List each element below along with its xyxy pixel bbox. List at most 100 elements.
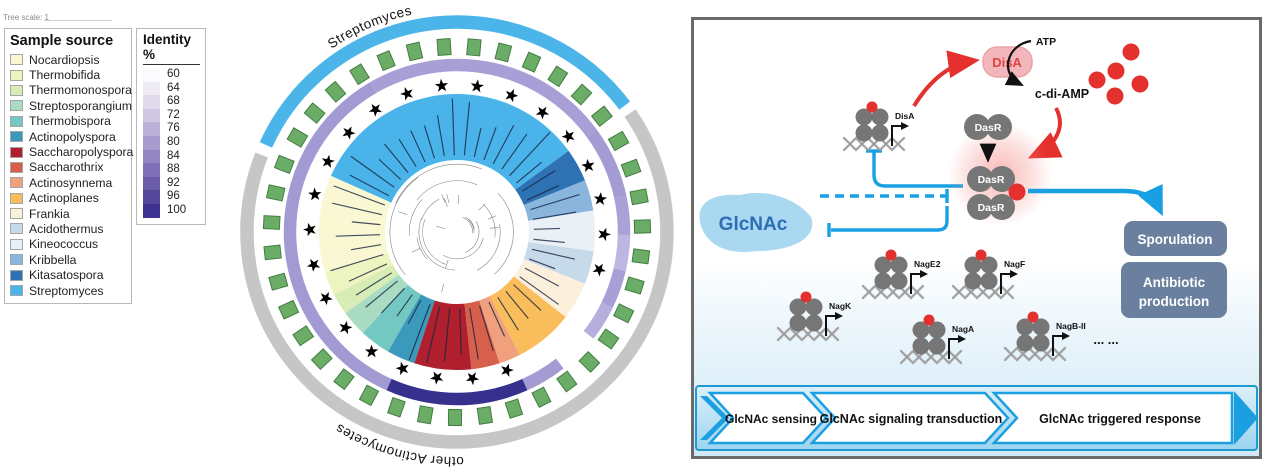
- dendrogram-arc: [409, 199, 423, 236]
- promoter-arrow: [825, 315, 835, 336]
- identity-step-swatch: [143, 135, 160, 150]
- leaf-label-stroke: [332, 202, 383, 216]
- repressor-subunit: [855, 124, 873, 142]
- banner-step1-chevron: [707, 391, 828, 445]
- legend-item: Thermomonospora: [10, 83, 132, 98]
- green-square-marker: [597, 328, 620, 350]
- process-banner: GlcNAc sensing GlcNAc signaling transduc…: [695, 385, 1258, 451]
- legend-label: Thermobifida: [29, 68, 101, 83]
- repressor-subunit: [964, 272, 982, 290]
- effector-dot: [800, 291, 812, 303]
- promoter-arrow: [1000, 273, 1010, 294]
- repressor-subunit: [855, 108, 873, 126]
- green-square-marker: [504, 398, 524, 419]
- dendrogram-arc: [443, 237, 484, 260]
- sporulation-label: Sporulation: [1138, 232, 1213, 247]
- leaf-label-stroke: [355, 272, 393, 296]
- legend-label: Kineococcus: [29, 237, 99, 252]
- legend-label: Saccharothrix: [29, 160, 104, 175]
- identity-step-swatch: [143, 203, 160, 218]
- leaf-label-stroke: [509, 132, 551, 177]
- star-marker: [466, 372, 480, 386]
- green-square-marker: [265, 184, 286, 202]
- sector-streptomyces: [330, 94, 569, 203]
- dendrogram-arc: [494, 192, 514, 275]
- dasr-subunit: [964, 114, 990, 140]
- leaf-label-stroke: [463, 101, 471, 156]
- c-di-amp-molecule: [1122, 43, 1140, 61]
- sector-actinoplanes: [489, 276, 566, 355]
- leaf-label-stroke: [351, 221, 381, 226]
- legend-swatch: [10, 269, 23, 281]
- star-marker: [535, 106, 550, 120]
- inhibition-line-dasr-to-disa: [872, 152, 963, 188]
- leaf-label-stroke: [533, 238, 565, 243]
- legend-swatch: [10, 84, 23, 96]
- leaf-label-stroke: [423, 125, 436, 159]
- sector-thermobifida: [325, 253, 393, 295]
- leaf-label-stroke: [488, 301, 506, 337]
- legend-label: Actinosynnema: [29, 175, 113, 190]
- leaf-label-stroke: [365, 280, 398, 308]
- sample-source-legend-title: Sample source: [10, 33, 114, 49]
- legend-swatch: [10, 285, 23, 297]
- legend-item: Frankia: [10, 206, 126, 221]
- legend-swatch: [10, 115, 23, 127]
- legend-item: Nocardiopsis: [10, 52, 126, 67]
- leaf-label-stroke: [410, 130, 426, 163]
- effector-dot: [923, 314, 935, 326]
- green-square-marker: [268, 272, 289, 291]
- legend-swatch: [10, 238, 23, 250]
- identity-ring-segment: [386, 378, 528, 406]
- dna-strand: [1003, 346, 1067, 362]
- dasr-subunit: [986, 114, 1012, 140]
- green-square-marker: [556, 370, 578, 393]
- dendrogram-branch: [478, 203, 486, 211]
- green-square-marker: [521, 51, 542, 73]
- dendrogram-branch: [445, 259, 449, 269]
- promoter-arrowhead: [835, 312, 843, 320]
- disa-gene-to-enzyme-arrow: [912, 50, 980, 108]
- identity-step-label: 80: [167, 135, 180, 148]
- legend-item: Streptomyces: [10, 283, 126, 298]
- identity-step-label: 76: [167, 122, 180, 135]
- green-square-marker: [624, 276, 645, 295]
- identity-legend-title: Identity %: [143, 32, 200, 65]
- glcnac-label: GlcNAc: [719, 214, 788, 235]
- leaf-label-stroke: [407, 299, 422, 324]
- leaf-label-stroke: [330, 253, 384, 272]
- dasr-label: DasR: [975, 122, 1002, 134]
- gene-motif-nagk: NagK: [776, 291, 852, 342]
- sector-acidothermus: [523, 242, 594, 284]
- repressor-subunit: [871, 108, 889, 126]
- legend-swatch: [10, 254, 23, 266]
- star-marker: [306, 258, 321, 272]
- green-square-marker: [612, 303, 635, 324]
- repressor-subunit: [980, 272, 998, 290]
- repressor-subunit: [789, 298, 807, 316]
- dasr-to-response-arrow: [1028, 183, 1163, 217]
- star-marker: [364, 344, 379, 358]
- dendrogram-arc: [462, 217, 473, 234]
- legend-swatch: [10, 161, 23, 173]
- atp-to-cdiamp-arrow: [1004, 39, 1032, 86]
- dendrogram-arc: [468, 218, 475, 229]
- identity-tick-labels: 60 64 68 72 76 80 84 88 92 96 100: [167, 68, 186, 218]
- promoter-arrowhead: [901, 122, 909, 130]
- gene-motif-nagb-ii: NagB-II: [1003, 311, 1086, 362]
- more-genes-ellipsis: ... ...: [1093, 332, 1118, 347]
- green-square-marker: [629, 188, 649, 206]
- dasr-dimer-top: DasR: [964, 114, 1012, 140]
- leaf-label-stroke: [396, 294, 413, 317]
- dna-strand: [842, 136, 906, 152]
- banner-end-arrowhead: [1234, 391, 1258, 445]
- leaf-label-stroke: [350, 155, 395, 188]
- identity-legend-rows: 60 64 68 72 76 80 84 88 92 96 100: [143, 68, 200, 218]
- legend-item: Actinosynnema: [10, 175, 126, 190]
- antibiotic-label-line1: Antibiotic: [1143, 275, 1206, 290]
- sector-frankia: [513, 258, 585, 317]
- dendrogram-arc: [389, 177, 419, 275]
- legend-label: Streptomyces: [29, 283, 104, 298]
- glcnac-blob: [699, 192, 813, 253]
